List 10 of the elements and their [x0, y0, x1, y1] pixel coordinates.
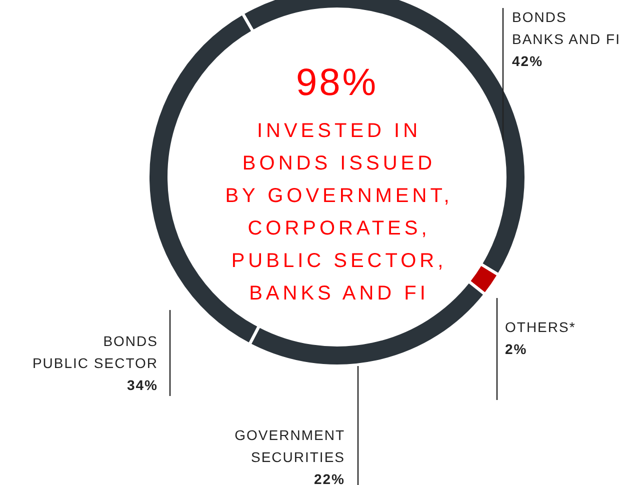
data-label: 2% — [505, 341, 528, 357]
data-label: 34% — [126, 377, 158, 393]
text: INVESTED IN BONDS ISSUED BY GOVERNMENT, CORPORATES, PUBLIC SECTOR, BANKS AND FI — [225, 120, 453, 304]
slice-label: OTHERS* — [505, 319, 576, 335]
slice-label: BONDS BANKS AND FI — [512, 9, 620, 47]
data-label: 22% — [314, 471, 345, 485]
text: 98% — [296, 62, 378, 104]
slice-label: GOVERNMENT SECURITIES — [234, 427, 345, 465]
data-label: 42% — [512, 53, 544, 69]
slice-label: BONDS PUBLIC SECTOR — [32, 333, 158, 371]
